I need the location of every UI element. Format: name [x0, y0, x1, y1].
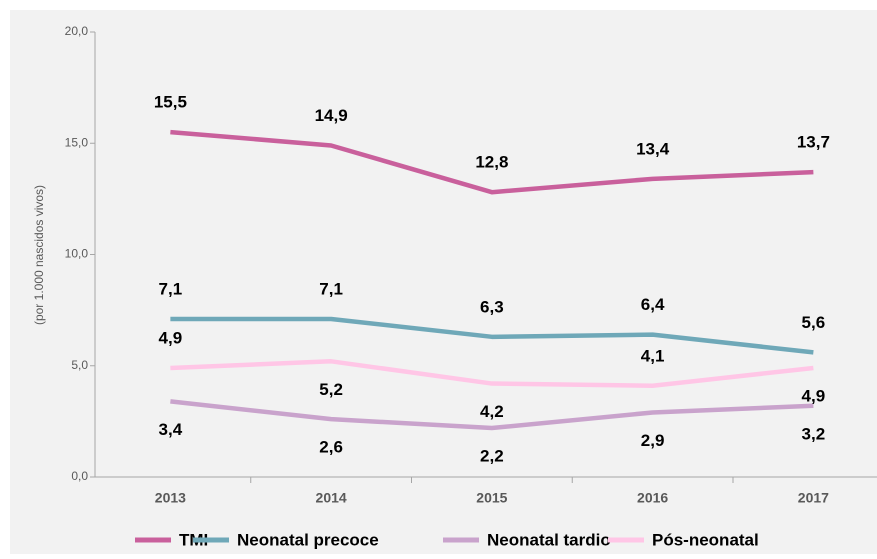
- series-line: [170, 359, 814, 389]
- legend-label: Pós-neonatal: [652, 530, 759, 549]
- data-label: 2,2: [480, 447, 504, 466]
- data-label: 5,6: [802, 313, 826, 332]
- x-tick-label: 2016: [637, 490, 668, 506]
- series-line: [170, 129, 814, 195]
- data-label: 6,4: [641, 295, 665, 314]
- data-label: 4,2: [480, 402, 504, 421]
- data-label: 3,4: [159, 420, 183, 439]
- data-label: 7,1: [159, 280, 183, 299]
- y-tick-label: 15,0: [65, 135, 89, 149]
- data-label: 12,8: [475, 153, 508, 172]
- legend-label: Neonatal tardio: [487, 530, 611, 549]
- data-label: 4,9: [159, 328, 183, 347]
- y-tick-label: 10,0: [65, 247, 89, 261]
- x-tick-label: 2013: [155, 490, 186, 506]
- data-label: 4,9: [802, 386, 826, 405]
- data-label: 13,4: [636, 139, 670, 158]
- data-label: 4,1: [641, 346, 665, 365]
- data-label: 2,9: [641, 431, 665, 450]
- data-label: 2,6: [319, 438, 343, 457]
- data-label: 7,1: [319, 280, 343, 299]
- data-label: 13,7: [797, 133, 830, 152]
- data-label: 6,3: [480, 297, 504, 316]
- y-tick-label: 20,0: [65, 24, 89, 38]
- data-label: 15,5: [154, 93, 187, 112]
- legend-label: Neonatal precoce: [237, 530, 379, 549]
- x-tick-label: 2014: [316, 490, 347, 506]
- series-line: [170, 399, 814, 431]
- data-label: 3,2: [802, 424, 826, 443]
- y-tick-label: 0,0: [71, 469, 88, 483]
- chart-background: [10, 10, 877, 554]
- y-tick-label: 5,0: [71, 358, 88, 372]
- data-label: 14,9: [315, 106, 348, 125]
- x-tick-label: 2015: [476, 490, 507, 506]
- x-tick-label: 2017: [798, 490, 829, 506]
- series-line: [170, 316, 814, 355]
- y-axis-label: (por 1.000 nascidos vivos): [32, 185, 46, 325]
- data-label: 5,2: [319, 380, 343, 399]
